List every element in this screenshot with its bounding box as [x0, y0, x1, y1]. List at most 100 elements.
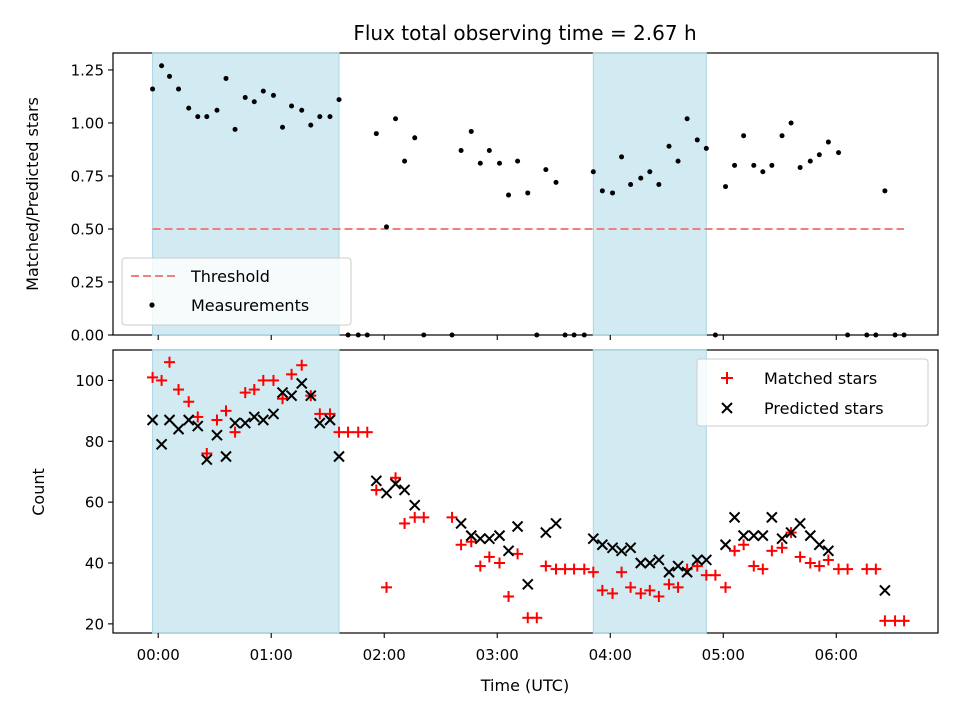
measurement-point — [816, 152, 822, 158]
predicted-star-marker — [163, 414, 176, 426]
measurement-point — [345, 332, 351, 338]
matched-star-marker — [147, 371, 159, 383]
measurement-point — [280, 124, 286, 130]
count-x-axis: 00:00 01:00 02:00 03:00 04:00 05:00 06:00 — [137, 633, 858, 664]
predicted-star-marker — [146, 414, 159, 426]
matched-star-marker — [663, 578, 675, 590]
measurement-point — [308, 122, 314, 128]
matched-star-marker — [156, 374, 168, 386]
predicted-star-marker — [296, 377, 308, 390]
count-y-axis: 20 40 60 80 100 — [75, 372, 113, 633]
matched-star-marker — [540, 560, 552, 572]
matched-star-marker — [729, 545, 741, 557]
matched-star-marker — [296, 359, 308, 371]
measurement-point — [807, 158, 813, 164]
measurement-point — [760, 169, 766, 175]
predicted-star-marker — [700, 554, 713, 566]
predicted-star-marker — [389, 478, 402, 490]
matched-star-marker — [738, 539, 750, 551]
x-tick-label: 00:00 — [137, 646, 180, 664]
count-legend: Matched stars Predicted stars — [696, 358, 929, 427]
measurement-point — [270, 92, 276, 98]
matched-star-marker — [455, 539, 467, 551]
matched-star-marker — [587, 566, 599, 578]
matched-star-marker — [418, 511, 430, 523]
measurement-point — [468, 128, 474, 134]
matched-star-marker — [229, 426, 241, 438]
measurement-point — [779, 133, 785, 139]
predicted-star-marker — [333, 450, 345, 463]
measurement-point — [242, 95, 248, 101]
matched-star-marker — [399, 517, 411, 529]
measurement-point — [571, 332, 577, 338]
count-panel: 20 40 60 80 100 00:00 01:00 02:00 03:00 04:00 05:… — [29, 349, 939, 695]
matched-star-marker — [531, 612, 543, 624]
legend-predicted-swatch — [721, 402, 733, 414]
measurement-point — [497, 160, 503, 166]
matched-star-marker — [277, 393, 289, 405]
count-panel-frame — [112, 349, 939, 634]
ratio-legend-box — [121, 257, 352, 326]
predicted-star-marker — [663, 566, 675, 578]
measurement-point — [797, 164, 803, 170]
measurement-point — [383, 224, 389, 230]
predicted-star-marker — [757, 529, 769, 542]
measurement-point — [515, 158, 521, 164]
matched-star-marker — [324, 408, 336, 420]
matched-star-marker — [483, 551, 495, 563]
measurement-point — [159, 63, 165, 69]
measurement-point — [675, 158, 681, 164]
y-tick-label: 100 — [75, 372, 104, 390]
measurement-point — [599, 188, 605, 194]
measurement-point — [712, 332, 718, 338]
predicted-star-marker — [211, 429, 223, 441]
matched-star-marker — [644, 584, 656, 596]
predicted-star-marker — [728, 511, 741, 524]
matched-star-marker — [776, 542, 788, 554]
measurement-point — [619, 154, 625, 160]
predicted-star-marker — [681, 566, 693, 578]
y-tick-label: 0.50 — [71, 220, 104, 238]
predicted-star-marker — [465, 529, 477, 542]
matched-star-marker — [625, 581, 637, 593]
legend-threshold-label: Threshold — [190, 267, 270, 286]
measurement-point — [317, 114, 323, 120]
measurement-point — [458, 148, 464, 154]
measurement-point — [638, 175, 644, 181]
measurement-point — [299, 107, 305, 113]
measurement-point — [232, 126, 238, 132]
predicted-star-marker — [644, 557, 656, 569]
ratio-measurements — [150, 63, 907, 338]
matched-star-marker — [813, 560, 825, 572]
measurement-point — [525, 190, 531, 196]
matched-star-marker — [898, 615, 910, 627]
x-tick-label: 03:00 — [476, 646, 519, 664]
matched-star-marker — [211, 414, 223, 426]
matched-star-marker — [709, 569, 721, 581]
matched-star-marker — [879, 615, 891, 627]
measurement-point — [892, 332, 898, 338]
measurement-point — [506, 192, 512, 198]
measurement-point — [214, 107, 220, 113]
predicted-star-marker — [511, 520, 524, 533]
measurement-point — [486, 148, 492, 154]
matched-star-marker — [390, 472, 402, 484]
measurement-point — [251, 99, 257, 105]
measurement-point — [825, 139, 831, 145]
matched-star-marker — [361, 426, 373, 438]
measurement-point — [751, 162, 757, 168]
predicted-star-marker — [172, 423, 185, 435]
predicted-star-marker — [822, 545, 835, 557]
predicted-star-marker — [691, 554, 703, 566]
legend-measurements-label: Measurements — [191, 296, 309, 315]
measurement-point — [402, 158, 408, 164]
predicted-star-marker — [672, 560, 684, 572]
predicted-star-marker — [276, 386, 289, 399]
matched-star-marker — [748, 560, 760, 572]
predicted-star-marker — [596, 539, 609, 551]
matched-star-marker — [370, 484, 382, 496]
predicted-star-marker — [229, 417, 241, 429]
matched-star-marker — [672, 581, 684, 593]
predicted-star-marker — [314, 417, 326, 429]
measurement-point — [223, 75, 229, 81]
